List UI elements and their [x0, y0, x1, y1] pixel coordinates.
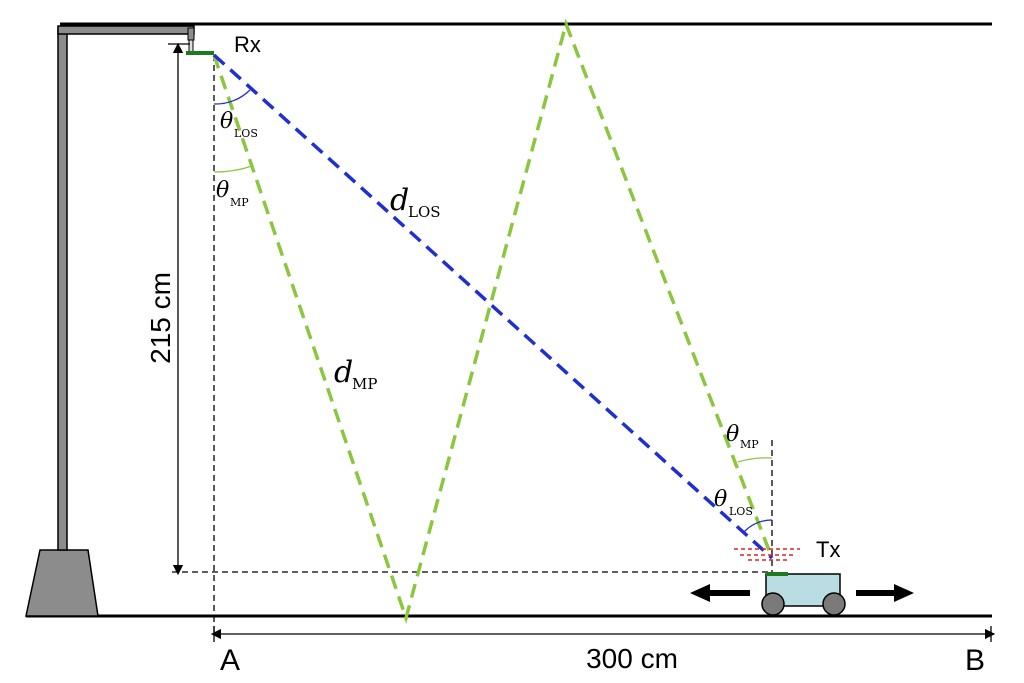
- tx-label: Tx: [816, 537, 840, 562]
- cart-wheel-right: [822, 592, 846, 616]
- tx-cart: [761, 572, 846, 616]
- rx-los-angle-arc: [213, 89, 251, 105]
- rx-label: Rx: [234, 32, 261, 57]
- rx-theta-los-subscript: LOS: [234, 127, 258, 140]
- d-mp-symbol: d: [334, 355, 353, 390]
- tx-theta-los-subscript: LOS: [729, 505, 753, 518]
- rx-antenna: [186, 51, 214, 55]
- distance-label: 300 cm: [586, 643, 678, 674]
- point-a-label: A: [220, 644, 240, 677]
- los-ray: [212, 53, 774, 560]
- multipath-ray: [212, 18, 774, 624]
- move-right-arrow: [856, 584, 914, 602]
- tx-theta-los-symbol: θ: [714, 487, 727, 512]
- rx-mp-angle-arc: [213, 165, 253, 173]
- mount-pole: [25, 25, 195, 617]
- tx-theta-mp-symbol: θ: [726, 422, 739, 447]
- move-left-arrow: [690, 584, 750, 602]
- height-label: 215 cm: [145, 272, 176, 364]
- rx-theta-mp-symbol: θ: [216, 178, 229, 203]
- cart-wheel-left: [761, 592, 785, 616]
- rx-theta-los-symbol: θ: [220, 109, 233, 134]
- d-mp-subscript: MP: [352, 375, 377, 393]
- tx-mp-angle-arc: [737, 457, 773, 463]
- tx-los-angle-arc: [743, 519, 773, 533]
- d-los-subscript: LOS: [408, 203, 441, 221]
- tx-theta-mp-subscript: MP: [740, 438, 759, 451]
- rx-theta-mp-subscript: MP: [230, 196, 249, 209]
- d-los-symbol: d: [390, 183, 409, 218]
- tx-beam-pattern: [734, 548, 800, 561]
- point-b-label: B: [965, 644, 985, 677]
